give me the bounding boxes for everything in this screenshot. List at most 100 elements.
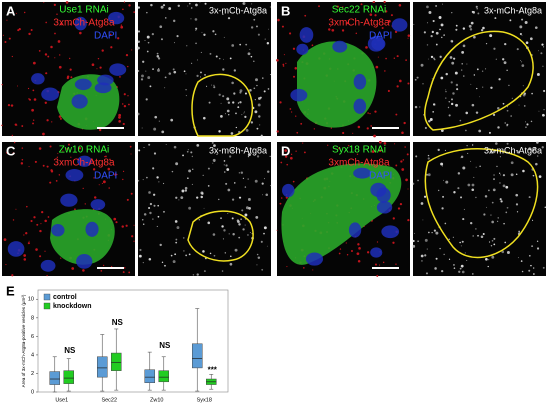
red-dot <box>388 90 390 92</box>
vesicle-dot <box>542 266 545 269</box>
vesicle-dot <box>259 96 262 99</box>
red-dot <box>342 8 344 11</box>
vesicle-dot <box>520 61 523 63</box>
vesicle-dot <box>250 26 254 29</box>
red-dot <box>279 202 282 205</box>
vesicle-dot <box>249 88 252 92</box>
vesicle-dot <box>420 202 424 205</box>
vesicle-dot <box>191 183 193 185</box>
vesicle-dot <box>444 149 446 151</box>
vesicle-dot <box>515 173 518 176</box>
rnai-label: Syx18 RNAi <box>332 145 386 156</box>
vesicle-dot <box>143 146 145 149</box>
vesicle-dot <box>451 11 453 14</box>
vesicle-dot <box>532 273 535 275</box>
vesicle-dot <box>164 76 167 79</box>
vesicle-dot <box>544 115 545 117</box>
vesicle-dot <box>187 177 189 180</box>
red-dot <box>374 14 377 17</box>
vesicle-dot <box>440 129 444 132</box>
red-dot <box>92 160 95 163</box>
vesicle-dot <box>475 196 477 199</box>
vesicle-dot <box>150 3 153 7</box>
vesicle-dot <box>489 34 493 38</box>
vesicle-dot <box>223 164 225 166</box>
red-dot <box>311 44 314 47</box>
nucleus <box>376 187 391 203</box>
red-dot <box>128 103 130 106</box>
red-dot <box>42 132 45 136</box>
vesicle-dot <box>146 50 149 53</box>
red-dot <box>303 151 306 154</box>
vesicle-dot <box>445 91 447 93</box>
nucleus <box>290 88 308 102</box>
vesicle-dot <box>224 252 227 254</box>
vesicle-dot <box>506 142 509 145</box>
vesicle-dot <box>530 120 533 123</box>
vesicle-dot <box>231 217 234 220</box>
red-dot <box>54 57 56 59</box>
vesicle-dot <box>422 83 424 85</box>
vesicle-dot <box>253 18 256 21</box>
red-dot <box>358 247 361 250</box>
marker-label: 3xmCh-Atg8a <box>328 158 390 169</box>
vesicle-dot <box>146 11 148 14</box>
vesicle-dot <box>164 264 166 267</box>
vesicle-dot <box>244 224 246 226</box>
vesicle-dot <box>488 131 491 134</box>
vesicle-dot <box>495 142 498 145</box>
red-dot <box>378 149 382 152</box>
vesicle-dot <box>497 126 500 129</box>
vesicle-dot <box>510 115 512 117</box>
vesicle-dot <box>160 38 163 41</box>
red-dot <box>84 203 86 205</box>
red-dot <box>378 140 382 144</box>
gray-label: 3x-mCh-Atg8a <box>484 5 542 15</box>
red-dot <box>327 144 329 146</box>
red-dot <box>376 241 379 243</box>
dapi-label: DAPI <box>94 171 117 182</box>
red-dot <box>377 56 379 58</box>
red-dot <box>105 155 107 158</box>
vesicle-dot <box>260 134 263 137</box>
box <box>144 369 155 383</box>
cell-outline <box>423 30 534 131</box>
red-dot <box>122 8 124 11</box>
red-dot <box>102 180 106 184</box>
vesicle-dot <box>222 95 225 98</box>
vesicle-dot <box>485 257 488 261</box>
vesicle-dot <box>165 143 167 145</box>
vesicle-dot <box>261 182 264 185</box>
vesicle-dot <box>487 265 489 268</box>
red-dot <box>383 0 386 4</box>
nucleus <box>85 221 99 237</box>
vesicle-dot <box>538 175 542 178</box>
vesicle-dot <box>431 78 433 80</box>
vesicle-dot <box>237 106 240 109</box>
vesicle-dot <box>480 235 484 239</box>
vesicle-dot <box>180 196 184 200</box>
vesicle-dot <box>238 223 241 226</box>
nucleus <box>7 241 25 257</box>
red-dot <box>371 150 375 154</box>
red-dot <box>49 145 52 148</box>
vesicle-dot <box>455 24 458 27</box>
red-dot <box>20 162 24 165</box>
red-dot <box>405 59 407 61</box>
vesicle-dot <box>239 43 242 46</box>
vesicle-dot <box>499 198 502 201</box>
annotation: *** <box>208 365 218 374</box>
red-dot <box>128 4 131 7</box>
vesicle-dot <box>449 56 453 59</box>
nucleus <box>299 27 314 43</box>
vesicle-dot <box>254 110 258 114</box>
vesicle-dot <box>535 162 538 166</box>
vesicle-dot <box>493 174 495 176</box>
vesicle-dot <box>450 39 454 43</box>
vesicle-dot <box>244 115 247 119</box>
vesicle-dot <box>515 193 519 197</box>
red-dot <box>407 188 409 190</box>
red-dot <box>44 250 46 252</box>
red-dot <box>125 54 129 57</box>
red-dot <box>32 89 35 92</box>
